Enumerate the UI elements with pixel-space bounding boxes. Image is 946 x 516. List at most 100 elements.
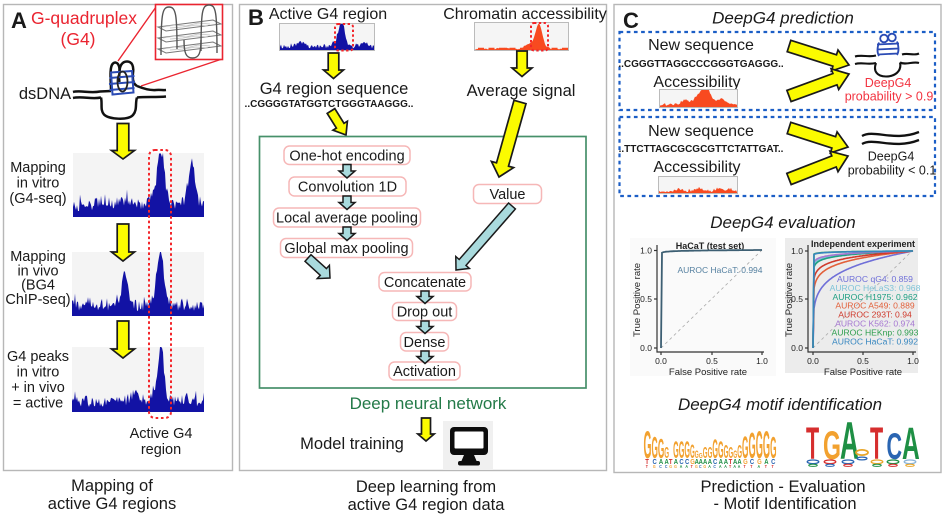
svg-text:G: G	[652, 431, 658, 465]
svg-text:G: G	[690, 459, 695, 467]
svg-text:True Positive rate: True Positive rate	[632, 263, 643, 337]
svg-text:G: G	[644, 424, 652, 468]
svg-text:0.0: 0.0	[791, 343, 803, 353]
svg-text:..CGGGGTATGGTCTGGGTAAGGG..: ..CGGGGTATGGTCTGGGTAAGGG..	[245, 99, 414, 110]
svg-text:Convolution 1D: Convolution 1D	[298, 180, 397, 196]
svg-text:New sequence: New sequence	[648, 37, 754, 54]
svg-text:A: A	[724, 464, 727, 470]
svg-text:Mapping: Mapping	[10, 249, 66, 265]
svg-text:A: A	[758, 464, 761, 470]
svg-text:A: A	[719, 459, 724, 467]
svg-text:..CGGGTTAGGCCCGGGTGAGGG..: ..CGGGTTAGGCCCGGGTGAGGG..	[618, 59, 784, 70]
svg-text:G: G	[690, 442, 695, 464]
svg-text:Active G4: Active G4	[130, 426, 193, 442]
svg-text:G: G	[703, 464, 706, 470]
svg-text:T: T	[772, 464, 775, 470]
svg-text:Accessibility: Accessibility	[653, 74, 740, 91]
svg-text:G: G	[669, 464, 672, 470]
svg-text:(BG4: (BG4	[21, 278, 55, 294]
svg-text:Accessibility: Accessibility	[653, 159, 740, 176]
svg-text:Independent experiment: Independent experiment	[811, 239, 915, 249]
svg-text:A: A	[708, 459, 713, 467]
svg-text:Mapping of: Mapping of	[71, 477, 153, 495]
svg-text:A: A	[840, 411, 859, 471]
svg-text:in vitro: in vitro	[17, 365, 60, 381]
svg-text:DeepG4: DeepG4	[868, 150, 915, 164]
svg-text:1.0: 1.0	[756, 356, 768, 366]
svg-text:A: A	[699, 459, 704, 467]
svg-text:0.0: 0.0	[807, 356, 819, 366]
svg-text:0.5: 0.5	[857, 356, 869, 366]
svg-text:A: A	[733, 464, 736, 470]
svg-text:A: A	[708, 464, 711, 470]
svg-text:New sequence: New sequence	[648, 123, 754, 140]
svg-text:G: G	[712, 435, 718, 465]
svg-text:DeepG4 motif identification: DeepG4 motif identification	[678, 395, 882, 414]
svg-text:G: G	[742, 429, 748, 465]
svg-text:- Motif Identification: - Motif Identification	[713, 495, 856, 513]
svg-text:+ in vivo: + in vivo	[11, 380, 65, 396]
svg-text:C: C	[887, 426, 903, 468]
svg-text:..TTCTTAGCGCGCGTTCTATTGAT..: ..TTCTTAGCGCGCGTTCTATTGAT..	[619, 144, 784, 155]
svg-text:ChIP-seq): ChIP-seq)	[5, 292, 70, 308]
svg-text:G: G	[756, 422, 763, 466]
svg-text:G: G	[695, 448, 699, 461]
svg-text:G: G	[733, 448, 737, 461]
svg-text:A: A	[724, 459, 729, 467]
svg-text:AUROC HaCaT: 0.994: AUROC HaCaT: 0.994	[677, 265, 762, 275]
svg-text:(G4): (G4)	[61, 29, 96, 49]
svg-text:dsDNA: dsDNA	[19, 85, 71, 103]
svg-text:0.5: 0.5	[706, 356, 718, 366]
svg-text:A: A	[738, 464, 741, 470]
svg-text:0.0: 0.0	[655, 356, 667, 366]
svg-text:G: G	[757, 459, 762, 467]
svg-text:A: A	[733, 459, 738, 467]
svg-text:0.5: 0.5	[640, 294, 652, 304]
svg-text:T: T	[750, 464, 753, 470]
svg-text:Chromatin accessibility: Chromatin accessibility	[443, 6, 607, 23]
svg-text:Mapping: Mapping	[10, 160, 66, 176]
svg-text:G: G	[673, 436, 679, 463]
svg-text:C: C	[699, 464, 702, 470]
svg-text:B: B	[248, 5, 264, 30]
svg-text:C: C	[659, 464, 662, 470]
svg-text:C: C	[771, 459, 776, 467]
svg-text:A: A	[737, 459, 742, 467]
svg-text:0.5: 0.5	[791, 294, 803, 304]
svg-text:C: C	[750, 459, 755, 467]
svg-text:G-quadruplex: G-quadruplex	[31, 8, 137, 28]
svg-text:T: T	[744, 464, 747, 470]
svg-text:AUROC K562: 0.974: AUROC K562: 0.974	[835, 319, 915, 329]
svg-text:T: T	[765, 464, 768, 470]
svg-text:G4 peaks: G4 peaks	[7, 349, 69, 365]
svg-text:G: G	[703, 445, 708, 462]
svg-text:1.0: 1.0	[640, 246, 652, 256]
svg-text:C: C	[679, 459, 684, 467]
svg-text:T: T	[645, 459, 649, 467]
svg-text:(G4-seq): (G4-seq)	[9, 191, 66, 207]
svg-text:A: A	[665, 459, 670, 467]
svg-text:T: T	[691, 464, 694, 470]
svg-text:AUROC 293T: 0.94: AUROC 293T: 0.94	[838, 310, 912, 320]
svg-text:G: G	[658, 434, 664, 465]
svg-text:0.0: 0.0	[640, 343, 652, 353]
svg-text:False Positive rate: False Positive rate	[669, 367, 747, 378]
svg-text:G: G	[699, 453, 703, 460]
svg-text:AUROC HEKnp: 0.993: AUROC HEKnp: 0.993	[832, 327, 919, 337]
svg-text:T: T	[806, 418, 819, 469]
svg-text:G: G	[770, 431, 776, 465]
svg-text:C: C	[713, 459, 718, 467]
svg-text:Prediction - Evaluation: Prediction - Evaluation	[700, 478, 865, 496]
svg-text:Local average pooling: Local average pooling	[276, 211, 418, 227]
svg-text:C: C	[665, 464, 668, 470]
svg-text:in vitro: in vitro	[17, 176, 60, 192]
svg-text:probability > 0.9: probability > 0.9	[845, 90, 934, 104]
svg-text:active G4 regions: active G4 regions	[48, 495, 176, 513]
svg-text:Value: Value	[489, 187, 525, 203]
svg-text:G: G	[664, 445, 669, 462]
svg-text:G: G	[823, 422, 841, 467]
svg-text:AUROC A549: 0.889: AUROC A549: 0.889	[835, 301, 915, 311]
svg-text:Deep learning from: Deep learning from	[356, 478, 496, 496]
svg-text:Activation: Activation	[393, 364, 456, 380]
svg-text:G: G	[728, 445, 733, 462]
